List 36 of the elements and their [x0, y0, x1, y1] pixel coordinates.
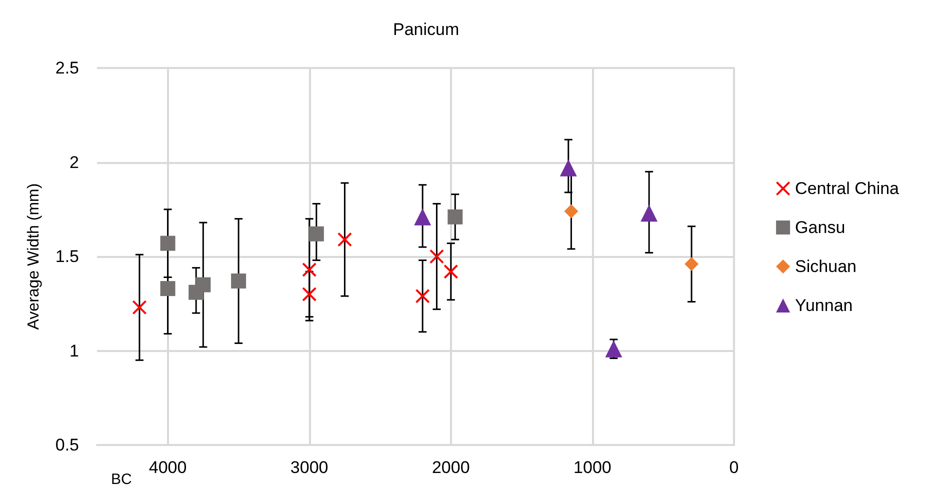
y-tick-label: 2 [70, 152, 79, 172]
x-tick-label: 2000 [432, 458, 470, 477]
x-tick-label: 0 [729, 458, 739, 477]
point [430, 250, 444, 264]
legend-label: Central China [795, 179, 900, 198]
legend-label: Yunnan [795, 296, 853, 315]
y-tick-label: 1.5 [55, 247, 79, 266]
point [560, 159, 577, 176]
point [160, 236, 176, 251]
x-tick-label: 4000 [148, 458, 187, 477]
legend-label: Gansu [795, 218, 846, 237]
y-tick-label: 0.5 [55, 436, 79, 454]
legend-label: Sichuan [795, 257, 856, 276]
text: BC [111, 471, 132, 488]
y-tick-label: 1 [70, 341, 79, 360]
point [308, 226, 324, 242]
point [416, 289, 430, 304]
point [444, 264, 458, 279]
point [684, 257, 699, 272]
point [564, 204, 578, 218]
y-tick-label: 2.5 [55, 58, 79, 78]
point [196, 277, 211, 292]
point [231, 274, 246, 289]
x-tick-label: 3000 [290, 458, 328, 477]
y-axis-title: Average Width (mm) [26, 183, 42, 330]
point [302, 287, 316, 302]
point [160, 281, 176, 296]
point [338, 232, 352, 247]
point [132, 300, 146, 314]
point [448, 209, 463, 224]
point [640, 204, 658, 222]
x-tick-label: 1000 [574, 458, 612, 477]
chart-title: Panicum [393, 20, 460, 39]
point [605, 340, 622, 358]
point [414, 208, 432, 226]
point [302, 262, 316, 277]
